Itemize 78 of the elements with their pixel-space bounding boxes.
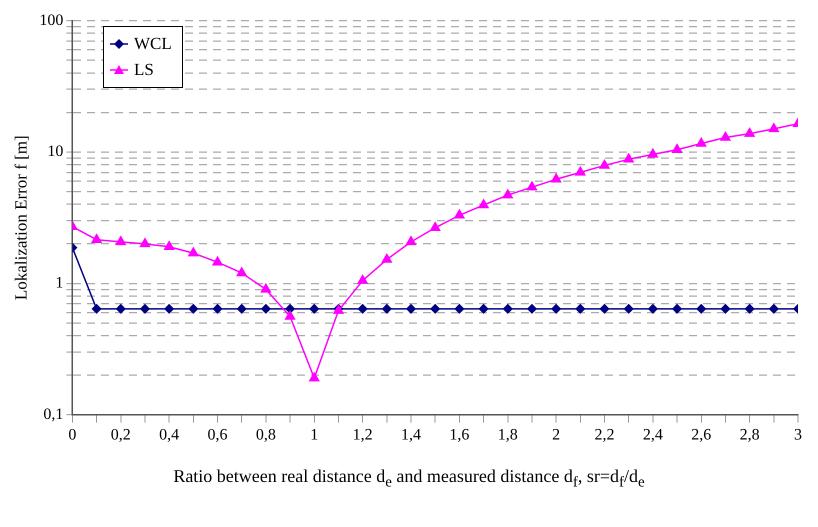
point (624, 304, 634, 314)
point (310, 304, 320, 314)
x-tick-label: 3 (794, 426, 802, 444)
x-tick-label: 0 (68, 426, 76, 444)
y-axis-title: Lokalization Error f [m] (12, 135, 31, 300)
point (285, 310, 296, 320)
point (454, 304, 464, 314)
point (526, 181, 538, 190)
point (140, 238, 150, 248)
point (769, 304, 779, 314)
y-tick-label: 1 (55, 274, 64, 292)
point (527, 304, 537, 314)
point (576, 304, 586, 314)
x-tick-label: 2 (552, 426, 560, 444)
x-tick-label: 1,6 (449, 426, 470, 444)
point (503, 304, 513, 314)
point (382, 304, 392, 314)
point (648, 148, 658, 158)
x-tick-label: 1,2 (352, 426, 373, 444)
point (116, 304, 126, 314)
point (744, 128, 755, 137)
legend-label: WCL (134, 33, 172, 55)
point (672, 144, 682, 154)
x-tick-label: 0,6 (208, 426, 228, 444)
point (478, 199, 489, 208)
point (696, 138, 706, 147)
point (430, 222, 440, 232)
point (454, 210, 464, 219)
x-tick-label: 1,8 (498, 426, 518, 444)
point (164, 304, 174, 314)
y-tick-label: 100 (39, 12, 64, 29)
point (551, 174, 562, 183)
x-tick-label: 2,2 (594, 426, 615, 444)
point (600, 304, 610, 314)
point (599, 160, 610, 169)
point (236, 304, 246, 314)
legend-label: LS (134, 59, 154, 81)
x-tick-label: 2,4 (642, 426, 663, 444)
point (624, 154, 634, 163)
point (382, 254, 392, 263)
x-tick-label: 0,8 (256, 426, 276, 444)
point (551, 304, 561, 314)
point (575, 166, 586, 176)
point (261, 304, 271, 314)
point (406, 304, 416, 314)
x-tick-label: 1,4 (401, 426, 422, 444)
point (358, 274, 368, 284)
y-tick-label: 10 (47, 143, 64, 160)
point (92, 304, 102, 314)
x-tick-label: 2,6 (691, 426, 712, 444)
point (212, 256, 223, 266)
point (478, 304, 488, 314)
point (358, 304, 368, 314)
x-axis-title: Ratio between real distance d$_{e}$ and measured distance d$_{f}$, sr=d$_{f}$/d$_{e}$ (172, 466, 646, 492)
point (696, 304, 706, 314)
point (672, 304, 682, 314)
point (648, 304, 658, 314)
point (430, 304, 440, 314)
x-tick-label: 1 (310, 426, 318, 444)
point (188, 247, 198, 256)
point (744, 304, 754, 314)
point (212, 304, 222, 314)
point (164, 241, 174, 250)
x-tick-label: 0,2 (110, 426, 131, 444)
point (140, 304, 150, 314)
point (92, 234, 102, 243)
point (116, 236, 126, 246)
point (720, 132, 731, 141)
point (406, 236, 416, 246)
point (720, 304, 730, 314)
point (236, 267, 247, 276)
point (768, 123, 779, 132)
x-tick-label: 0,4 (159, 426, 180, 444)
x-tick-label: 2,8 (740, 426, 760, 444)
point (260, 284, 271, 293)
point (502, 189, 513, 198)
point (188, 304, 198, 314)
y-tick-label: 0,1 (43, 406, 64, 424)
